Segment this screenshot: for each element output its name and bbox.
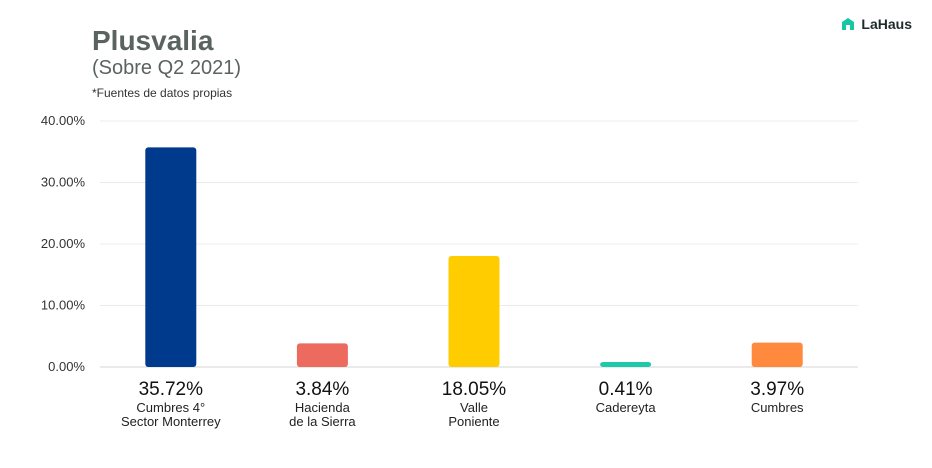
category-label: de la Sierra — [289, 414, 356, 429]
category-label: Sector Monterrey — [121, 414, 221, 429]
y-tick-label: 0.00% — [48, 359, 85, 374]
y-tick-label: 40.00% — [41, 113, 86, 128]
chart-subtitle: (Sobre Q2 2021) — [92, 57, 241, 79]
bar — [448, 255, 500, 367]
category-label: Cadereyta — [596, 400, 657, 415]
category-label: Valle — [460, 400, 488, 415]
y-tick-label: 30.00% — [41, 175, 86, 190]
y-tick-label: 20.00% — [41, 236, 86, 251]
house-logo-icon — [842, 18, 855, 30]
category-label: Cumbres — [751, 400, 804, 415]
value-label: 35.72% — [139, 379, 204, 400]
category-label: Hacienda — [295, 400, 351, 415]
category-label: Cumbres 4° — [136, 400, 205, 415]
y-tick-label: 10.00% — [41, 298, 86, 313]
chart-title: Plusvalia — [92, 25, 214, 56]
bar — [145, 147, 197, 367]
bar — [600, 362, 652, 367]
value-label: 3.84% — [295, 379, 349, 400]
brand-name: LaHaus — [861, 16, 912, 32]
bar — [751, 342, 803, 367]
category-label: Poniente — [448, 414, 499, 429]
title-block: Plusvalia (Sobre Q2 2021) *Fuentes de da… — [92, 25, 241, 101]
brand-logo: LaHaus — [841, 16, 912, 32]
source-note: *Fuentes de datos propias — [92, 86, 233, 100]
bar — [296, 343, 348, 367]
value-label: 0.41% — [599, 379, 653, 400]
value-label: 3.97% — [750, 379, 804, 400]
value-label: 18.05% — [442, 379, 507, 400]
